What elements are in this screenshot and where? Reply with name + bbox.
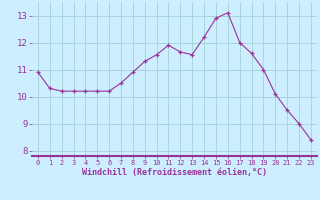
X-axis label: Windchill (Refroidissement éolien,°C): Windchill (Refroidissement éolien,°C) <box>82 168 267 177</box>
